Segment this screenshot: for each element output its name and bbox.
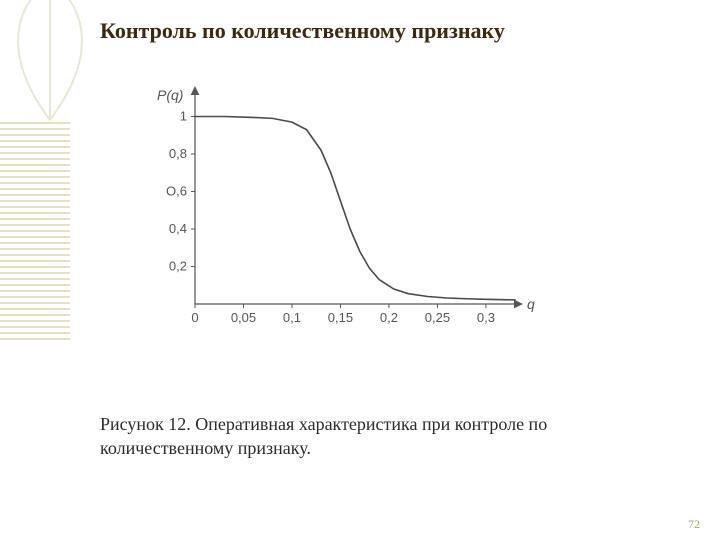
svg-text:O,6: O,6 <box>166 184 187 199</box>
svg-text:0,4: 0,4 <box>169 221 187 236</box>
svg-text:0,15: 0,15 <box>328 310 353 325</box>
oc-chart: P(q) q 0,2 0,4 O,6 0,8 1 0 0,05 0,1 0,15 0,2 0,25 0,3 <box>140 82 540 347</box>
svg-text:0,1: 0,1 <box>283 310 301 325</box>
svg-text:0,3: 0,3 <box>477 310 495 325</box>
page-title: Контроль по количественному признаку <box>100 18 690 44</box>
svg-text:0,05: 0,05 <box>231 310 256 325</box>
svg-text:0: 0 <box>191 310 198 325</box>
decorative-stripes <box>0 120 70 340</box>
slide-number: 72 <box>688 517 700 532</box>
svg-text:0,2: 0,2 <box>380 310 398 325</box>
svg-text:0,8: 0,8 <box>169 146 187 161</box>
figure-caption: Рисунок 12. Оперативная характеристика п… <box>100 412 660 461</box>
svg-text:1: 1 <box>180 109 187 124</box>
svg-text:0,2: 0,2 <box>169 259 187 274</box>
svg-text:0,25: 0,25 <box>425 310 450 325</box>
svg-text:q: q <box>527 296 535 312</box>
svg-text:P(q): P(q) <box>157 87 183 103</box>
